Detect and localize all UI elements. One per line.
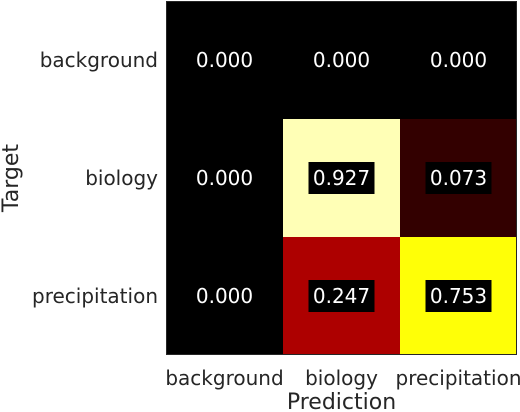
cell-value-labels: 0.000 0.000 0.000 0.000 0.927 0.073 0.000 0.247… xyxy=(196,48,492,312)
cell-value-text: 0.000 xyxy=(196,48,253,72)
cell-label-2-1: 0.247 xyxy=(308,280,375,312)
cell-label-0-1: 0.000 xyxy=(313,48,370,72)
x-tick-background: background xyxy=(165,366,283,390)
cell-label-box xyxy=(425,280,492,312)
cell-value-text: 0.247 xyxy=(313,284,370,308)
heatmap-cell-biology-background xyxy=(166,119,283,237)
cell-value-text: 0.753 xyxy=(430,284,487,308)
cell-value-text: 0.000 xyxy=(196,284,253,308)
cell-value-text: 0.000 xyxy=(430,48,487,72)
y-axis-label: Target xyxy=(0,144,24,213)
cell-label-2-2: 0.753 xyxy=(425,280,492,312)
cell-label-2-0: 0.000 xyxy=(196,284,253,308)
x-tick-precipitation: precipitation xyxy=(396,366,520,390)
cell-label-1-1: 0.927 xyxy=(308,162,375,194)
y-tick-background: background xyxy=(40,48,158,72)
cell-label-0-2: 0.000 xyxy=(430,48,487,72)
cell-value-text: 0.927 xyxy=(313,166,370,190)
heatmap-cell-background-background xyxy=(166,1,283,119)
x-axis-label: Prediction xyxy=(287,390,396,412)
heatmap-cell-background-precipitation xyxy=(400,1,517,119)
y-tick-biology: biology xyxy=(85,166,158,190)
y-tick-precipitation: precipitation xyxy=(32,284,158,308)
plot-frame xyxy=(166,1,517,355)
cell-label-1-0: 0.000 xyxy=(196,166,253,190)
cell-value-text: 0.000 xyxy=(196,166,253,190)
cell-label-0-0: 0.000 xyxy=(196,48,253,72)
cell-label-box xyxy=(308,280,375,312)
cell-label-box xyxy=(308,162,375,194)
y-tick-labels: background biology precipitation xyxy=(32,48,158,308)
x-tick-biology: biology xyxy=(305,366,378,390)
cell-value-text: 0.000 xyxy=(313,48,370,72)
x-tick-labels: background biology precipitation xyxy=(165,366,520,390)
cell-label-1-2: 0.073 xyxy=(425,162,492,194)
cell-label-box xyxy=(425,162,492,194)
heatmap-cell-precipitation-background xyxy=(166,237,283,355)
cell-value-text: 0.073 xyxy=(430,166,487,190)
heatmap-cell-background-biology xyxy=(283,1,400,119)
